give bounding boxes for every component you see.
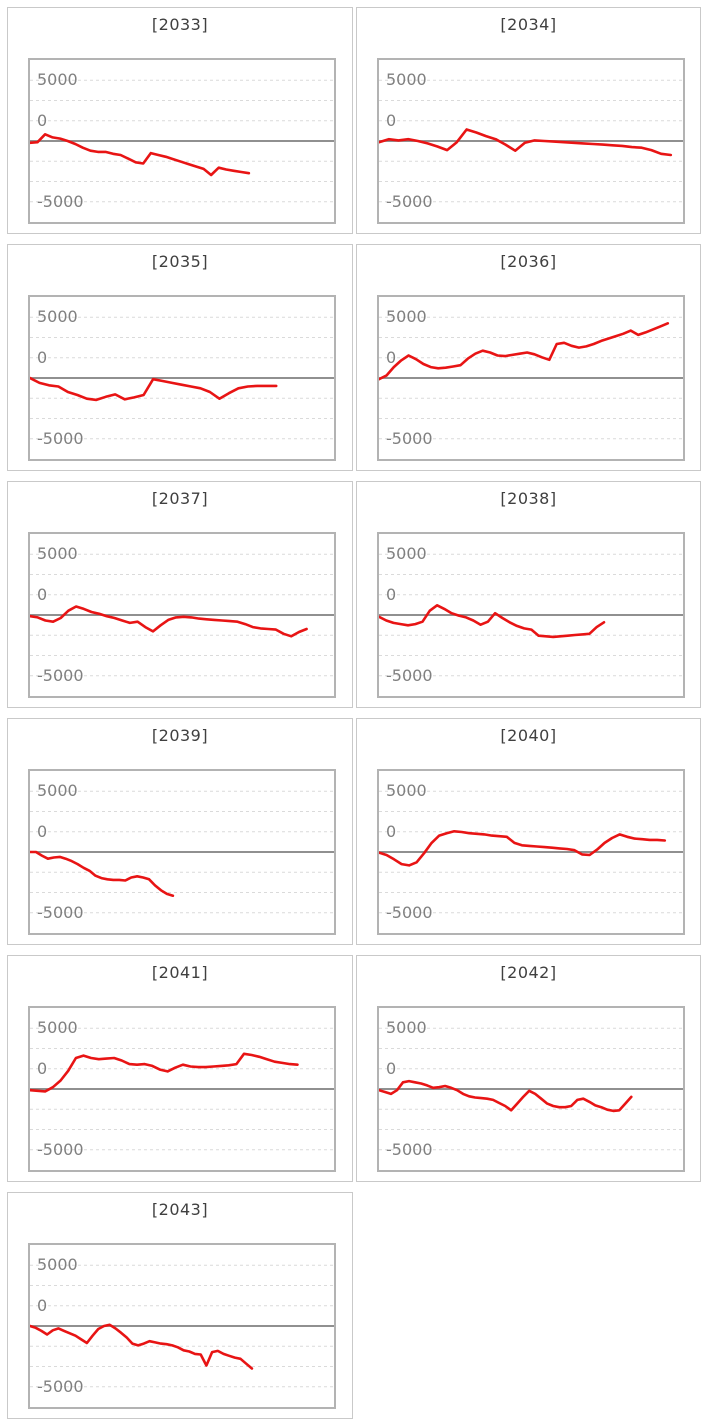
- series-line: [379, 321, 670, 381]
- y-tick-label-neg5000: -5000: [386, 903, 433, 922]
- panel-title: [2038]: [500, 489, 557, 508]
- series-line: [30, 1323, 254, 1370]
- y-tick-label-neg5000: -5000: [37, 666, 84, 685]
- y-tick-label-0: 0: [37, 585, 48, 604]
- line-chart-canvas: [30, 316, 334, 440]
- chart-panel: [2041] 5000 0 -5000: [7, 955, 353, 1182]
- line-chart-canvas: [379, 79, 683, 203]
- panel-title: [2040]: [500, 726, 557, 745]
- series-line: [30, 850, 175, 897]
- y-tick-label-0: 0: [386, 348, 397, 367]
- panel-title: [2036]: [500, 252, 557, 271]
- panel-title: [2043]: [151, 1200, 209, 1219]
- line-chart-canvas: [379, 1027, 683, 1151]
- line-chart-canvas: [379, 790, 683, 914]
- y-tick-label-5000: 5000: [386, 544, 427, 563]
- plot-area: 5000 0 -5000: [377, 769, 685, 935]
- y-tick-label-neg5000: -5000: [386, 429, 433, 448]
- y-tick-label-5000: 5000: [386, 781, 427, 800]
- y-tick-label-0: 0: [386, 822, 397, 841]
- y-tick-label-neg5000: -5000: [386, 1140, 433, 1159]
- y-tick-label-5000: 5000: [386, 70, 427, 89]
- line-chart-canvas: [30, 553, 334, 677]
- line-chart-canvas: [379, 553, 683, 677]
- panel-title: [2039]: [151, 726, 209, 745]
- panel-title: [2042]: [500, 963, 557, 982]
- y-tick-label-0: 0: [37, 348, 48, 367]
- line-chart-canvas: [30, 79, 334, 203]
- series-line: [379, 604, 606, 639]
- series-line: [379, 1079, 633, 1113]
- y-tick-label-0: 0: [37, 1059, 48, 1078]
- plot-area: 5000 0 -5000: [28, 1006, 336, 1172]
- plot-area: 5000 0 -5000: [377, 1006, 685, 1172]
- charts-grid: [2033] 5000 0 -5000 [2034] 5000 0 -5000 …: [7, 7, 701, 1419]
- plot-area: 5000 0 -5000: [377, 532, 685, 698]
- line-chart-canvas: [379, 316, 683, 440]
- chart-panel: [2037] 5000 0 -5000: [7, 481, 353, 708]
- series-line: [379, 829, 667, 867]
- y-tick-label-neg5000: -5000: [386, 666, 433, 685]
- line-chart-canvas: [30, 1264, 334, 1388]
- plot-area: 5000 0 -5000: [377, 295, 685, 461]
- y-tick-label-5000: 5000: [37, 70, 78, 89]
- chart-panel: [2035] 5000 0 -5000: [7, 244, 353, 471]
- y-tick-label-5000: 5000: [37, 307, 78, 326]
- y-tick-label-5000: 5000: [37, 1018, 78, 1037]
- series-line: [30, 133, 251, 177]
- plot-area: 5000 0 -5000: [28, 58, 336, 224]
- y-tick-label-neg5000: -5000: [37, 1140, 84, 1159]
- y-tick-label-0: 0: [386, 1059, 397, 1078]
- series-line: [379, 128, 673, 157]
- line-chart-canvas: [30, 1027, 334, 1151]
- plot-area: 5000 0 -5000: [377, 58, 685, 224]
- plot-area: 5000 0 -5000: [28, 532, 336, 698]
- y-tick-label-0: 0: [386, 111, 397, 130]
- chart-panel: [2040] 5000 0 -5000: [356, 718, 701, 945]
- panel-title: [2041]: [151, 963, 209, 982]
- y-tick-label-5000: 5000: [386, 1018, 427, 1037]
- chart-panel: [2043] 5000 0 -5000: [7, 1192, 353, 1419]
- y-tick-label-neg5000: -5000: [37, 192, 84, 211]
- y-tick-label-0: 0: [37, 1296, 48, 1315]
- y-tick-label-0: 0: [386, 585, 397, 604]
- panel-title: [2033]: [151, 15, 209, 34]
- y-tick-label-neg5000: -5000: [37, 903, 84, 922]
- series-line: [30, 1052, 299, 1093]
- y-tick-label-5000: 5000: [37, 1255, 78, 1274]
- line-chart-canvas: [30, 790, 334, 914]
- chart-panel: [2042] 5000 0 -5000: [356, 955, 701, 1182]
- series-line: [30, 605, 308, 638]
- series-line: [30, 376, 278, 402]
- panel-title: [2035]: [151, 252, 209, 271]
- plot-area: 5000 0 -5000: [28, 769, 336, 935]
- y-tick-label-neg5000: -5000: [386, 192, 433, 211]
- chart-panel: [2036] 5000 0 -5000: [356, 244, 701, 471]
- y-tick-label-5000: 5000: [37, 544, 78, 563]
- y-tick-label-0: 0: [37, 822, 48, 841]
- chart-panel: [2034] 5000 0 -5000: [356, 7, 701, 234]
- plot-area: 5000 0 -5000: [28, 295, 336, 461]
- y-tick-label-neg5000: -5000: [37, 429, 84, 448]
- plot-area: 5000 0 -5000: [28, 1243, 336, 1409]
- y-tick-label-neg5000: -5000: [37, 1377, 84, 1396]
- chart-panel: [2039] 5000 0 -5000: [7, 718, 353, 945]
- y-tick-label-0: 0: [37, 111, 48, 130]
- panel-title: [2037]: [151, 489, 209, 508]
- chart-panel: [2033] 5000 0 -5000: [7, 7, 353, 234]
- panel-title: [2034]: [500, 15, 557, 34]
- y-tick-label-5000: 5000: [37, 781, 78, 800]
- y-tick-label-5000: 5000: [386, 307, 427, 326]
- chart-panel: [2038] 5000 0 -5000: [356, 481, 701, 708]
